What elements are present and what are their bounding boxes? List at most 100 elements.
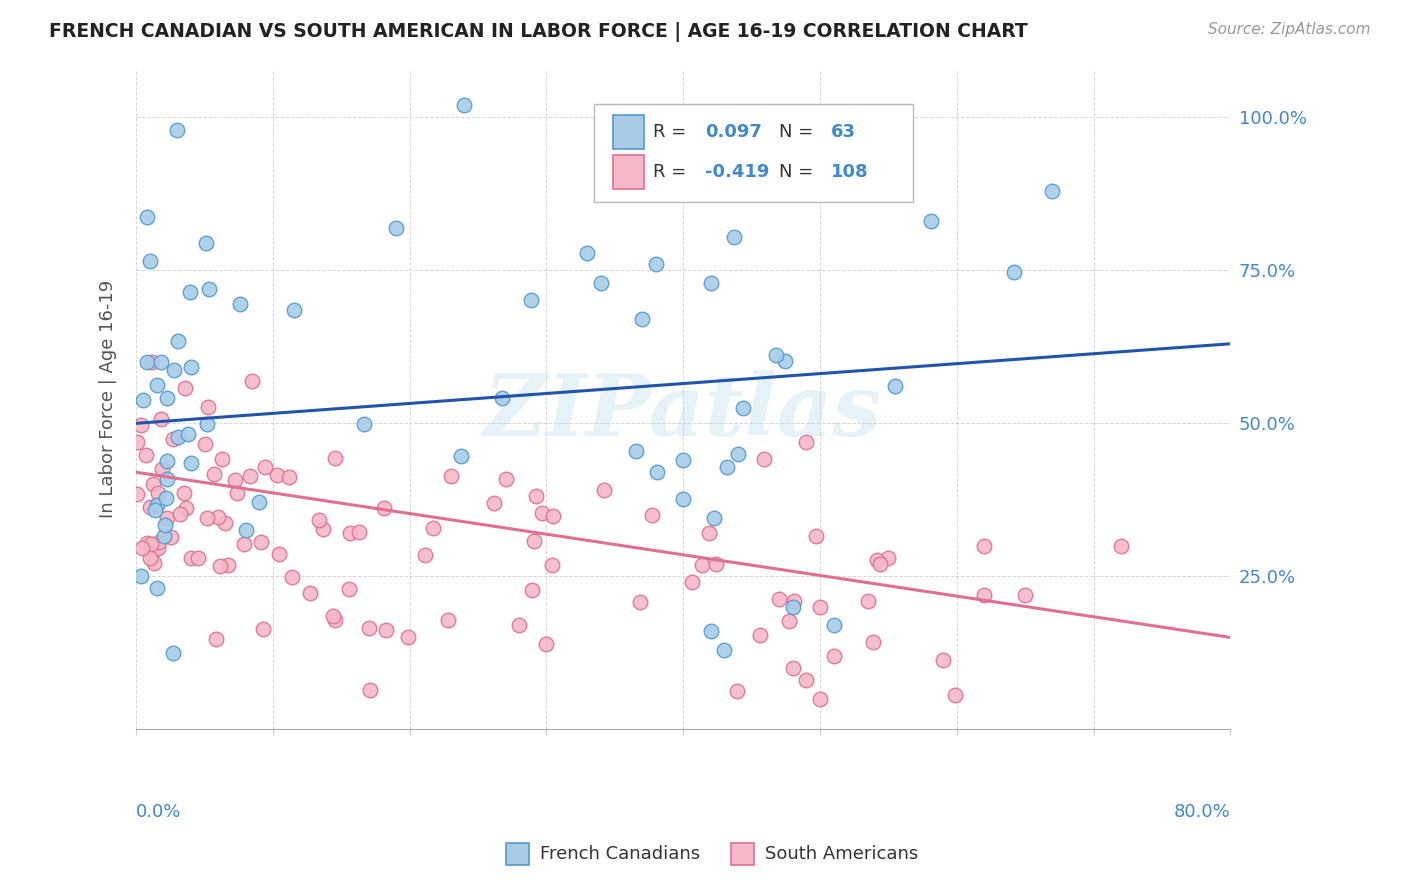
Point — [204, 632, 226, 647]
Text: 0.097: 0.097 — [704, 123, 762, 141]
Point — [1109, 539, 1132, 553]
Text: N =: N = — [779, 163, 820, 181]
Point — [160, 530, 183, 544]
Point — [704, 557, 727, 571]
Point — [385, 220, 408, 235]
Point — [141, 355, 163, 369]
Point — [519, 293, 541, 308]
Point — [808, 691, 831, 706]
Point — [254, 459, 277, 474]
Point — [575, 246, 598, 260]
Point — [823, 618, 845, 632]
Text: FRENCH CANADIAN VS SOUTH AMERICAN IN LABOR FORCE | AGE 16-19 CORRELATION CHART: FRENCH CANADIAN VS SOUTH AMERICAN IN LAB… — [49, 22, 1028, 42]
Point — [713, 642, 735, 657]
Text: French Canadians: French Canadians — [540, 845, 700, 863]
Point — [920, 214, 942, 228]
Point — [202, 467, 225, 482]
Point — [862, 635, 884, 649]
Point — [943, 689, 966, 703]
Text: 0.0%: 0.0% — [136, 803, 181, 821]
Point — [247, 495, 270, 509]
Point — [973, 588, 995, 602]
Point — [129, 418, 152, 433]
Point — [146, 541, 169, 555]
Point — [298, 585, 321, 599]
Point — [283, 302, 305, 317]
Point — [450, 449, 472, 463]
Point — [224, 473, 246, 487]
Point — [782, 661, 804, 675]
Point — [163, 363, 186, 377]
Point — [136, 535, 159, 549]
Point — [591, 276, 613, 290]
Point — [541, 558, 564, 572]
Point — [672, 491, 695, 506]
Point — [166, 122, 188, 136]
Point — [131, 541, 153, 555]
Point — [278, 470, 301, 484]
Point — [135, 448, 157, 462]
Text: R =: R = — [652, 123, 692, 141]
Text: 108: 108 — [831, 163, 869, 181]
Point — [491, 392, 513, 406]
Point — [139, 537, 162, 551]
Point — [322, 609, 344, 624]
Point — [495, 472, 517, 486]
Point — [1002, 265, 1025, 279]
Point — [207, 510, 229, 524]
Point — [149, 355, 172, 369]
Y-axis label: In Labor Force | Age 16-19: In Labor Force | Age 16-19 — [100, 280, 117, 518]
Point — [162, 646, 184, 660]
Point — [932, 653, 955, 667]
Point — [778, 614, 800, 628]
Point — [794, 434, 817, 449]
Point — [681, 574, 703, 589]
Point — [174, 501, 197, 516]
Point — [523, 534, 546, 549]
Point — [208, 558, 231, 573]
Point — [782, 593, 804, 607]
Point — [153, 529, 176, 543]
Point — [349, 524, 371, 539]
Point — [1042, 184, 1064, 198]
Point — [179, 285, 201, 299]
Point — [782, 599, 804, 614]
Point — [631, 312, 654, 326]
Point — [858, 593, 880, 607]
Point — [155, 517, 177, 532]
Point — [375, 623, 398, 637]
Point — [765, 348, 787, 362]
Point — [217, 558, 239, 572]
Point — [180, 550, 202, 565]
Point — [422, 521, 444, 535]
Point — [281, 569, 304, 583]
Point — [127, 434, 149, 449]
Point — [155, 511, 177, 525]
Point — [359, 683, 381, 698]
Point — [541, 508, 564, 523]
Point — [235, 523, 257, 537]
Point — [142, 544, 165, 558]
Point — [725, 683, 748, 698]
Point — [174, 381, 197, 395]
Point — [136, 354, 159, 368]
Point — [453, 98, 475, 112]
Point — [337, 582, 360, 597]
Point — [437, 613, 460, 627]
Point — [645, 465, 668, 479]
Point — [146, 498, 169, 512]
Point — [166, 430, 188, 444]
Point — [652, 154, 675, 169]
Point — [530, 506, 553, 520]
Point — [145, 377, 167, 392]
Point — [266, 467, 288, 482]
Point — [139, 500, 162, 514]
Point — [808, 600, 831, 615]
Text: -0.419: -0.419 — [704, 163, 769, 181]
Point — [877, 550, 900, 565]
Point — [440, 468, 463, 483]
Point — [195, 417, 218, 431]
Point — [211, 451, 233, 466]
Point — [156, 392, 179, 406]
Point — [156, 472, 179, 486]
